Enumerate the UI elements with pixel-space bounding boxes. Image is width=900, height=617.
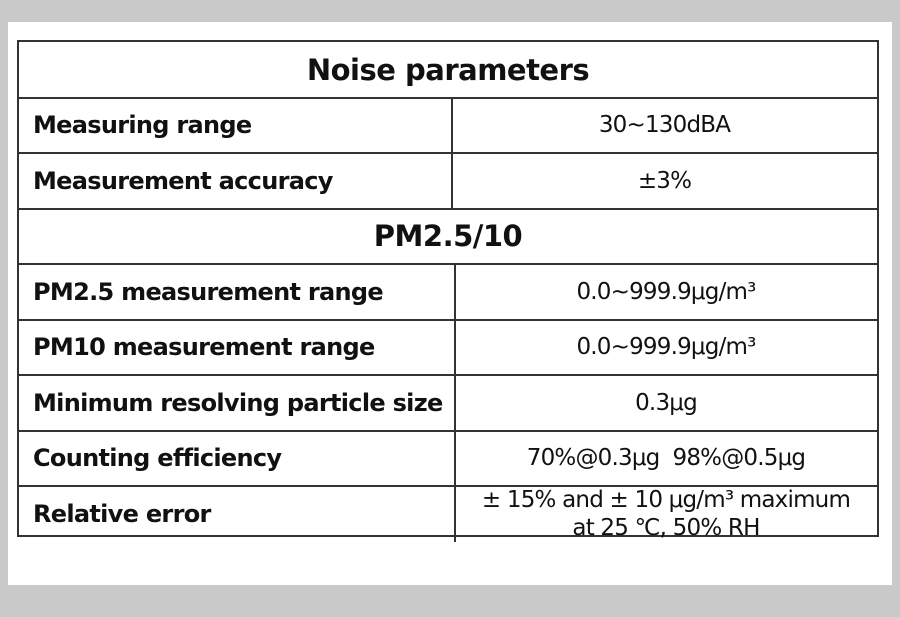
value-line: 0.3μg [635,389,698,416]
column-divider [454,486,456,542]
column-divider [451,153,453,209]
row-divider [19,374,877,376]
row-value: ± 15% and ± 10 μg/m³ maximum at 25 ℃, 50%… [455,486,877,542]
row-label: PM10 measurement range [33,333,375,362]
row-value: 0.0~999.9μg/m³ [455,320,877,376]
column-divider [451,97,453,153]
value-line: ± 15% and ± 10 μg/m³ maximum [481,486,851,513]
row-divider [19,152,877,154]
row-value: 0.3μg [455,375,877,431]
row-value: ±3% [452,153,877,209]
row-label: Relative error [33,499,211,528]
row-label: Counting efficiency [33,444,282,473]
column-divider [454,375,456,431]
row-label: Measurement accuracy [33,166,333,195]
row-divider [19,485,877,487]
value-line: ±3% [637,167,692,194]
column-divider [454,319,456,375]
value-line: 30~130dBA [598,112,731,139]
column-divider [454,430,456,486]
row-value: 70%@0.3μg 98%@0.5μg [455,431,877,487]
value-line: 70%@0.3μg 98%@0.5μg [526,445,806,472]
value-line: 0.0~999.9μg/m³ [576,334,756,361]
row-label: PM2.5 measurement range [33,277,384,306]
row-label: Measuring range [33,111,252,140]
column-divider [454,264,456,320]
section-title: Noise parameters [306,52,590,87]
row-value: 30~130dBA [452,98,877,154]
value-line: 0.0~999.9μg/m³ [576,278,756,305]
spec-table: Noise parameters Measuring range 30~130dBA… [17,40,879,542]
row-divider [19,429,877,432]
row-label: Minimum resolving particle size [33,388,443,417]
section-title: PM2.5/10 [373,219,523,254]
row-value: 0.0~999.9μg/m³ [455,264,877,320]
row-divider [19,318,877,321]
value-line: at 25 ℃, 50% RH [572,514,760,541]
row-divider [19,263,877,265]
row-divider [19,96,877,99]
row-divider [19,207,877,210]
panel [8,22,892,585]
